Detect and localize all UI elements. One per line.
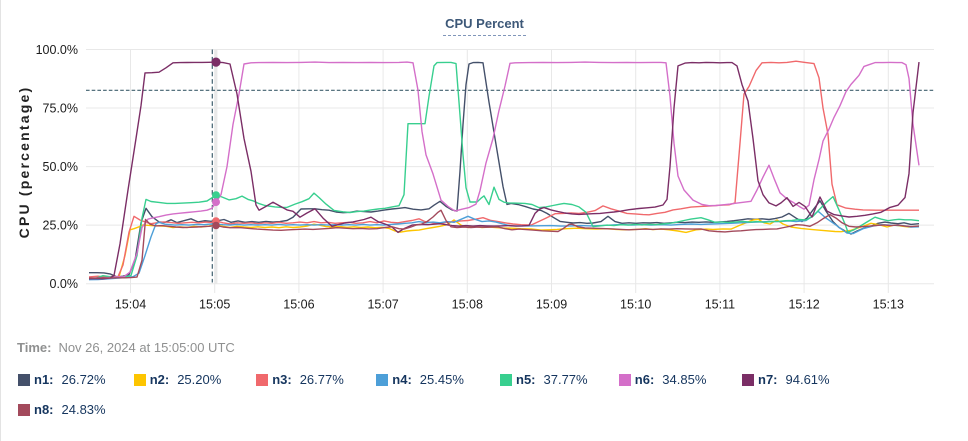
svg-text:100.0%: 100.0% xyxy=(36,43,78,57)
svg-text:15:13: 15:13 xyxy=(873,298,904,312)
svg-text:15:10: 15:10 xyxy=(620,298,651,312)
svg-text:15:04: 15:04 xyxy=(115,298,146,312)
svg-text:15:09: 15:09 xyxy=(536,298,567,312)
svg-text:50.0%: 50.0% xyxy=(43,160,78,174)
svg-text:75.0%: 75.0% xyxy=(43,101,78,115)
svg-text:15:07: 15:07 xyxy=(367,298,398,312)
svg-text:15:12: 15:12 xyxy=(788,298,819,312)
svg-text:15:11: 15:11 xyxy=(705,298,735,312)
svg-text:0.0%: 0.0% xyxy=(50,277,79,291)
svg-text:CPU (percentage): CPU (percentage) xyxy=(16,86,32,239)
svg-text:25.0%: 25.0% xyxy=(43,218,78,232)
svg-text:15:05: 15:05 xyxy=(199,298,230,312)
svg-text:15:06: 15:06 xyxy=(283,298,314,312)
svg-text:15:08: 15:08 xyxy=(452,298,483,312)
